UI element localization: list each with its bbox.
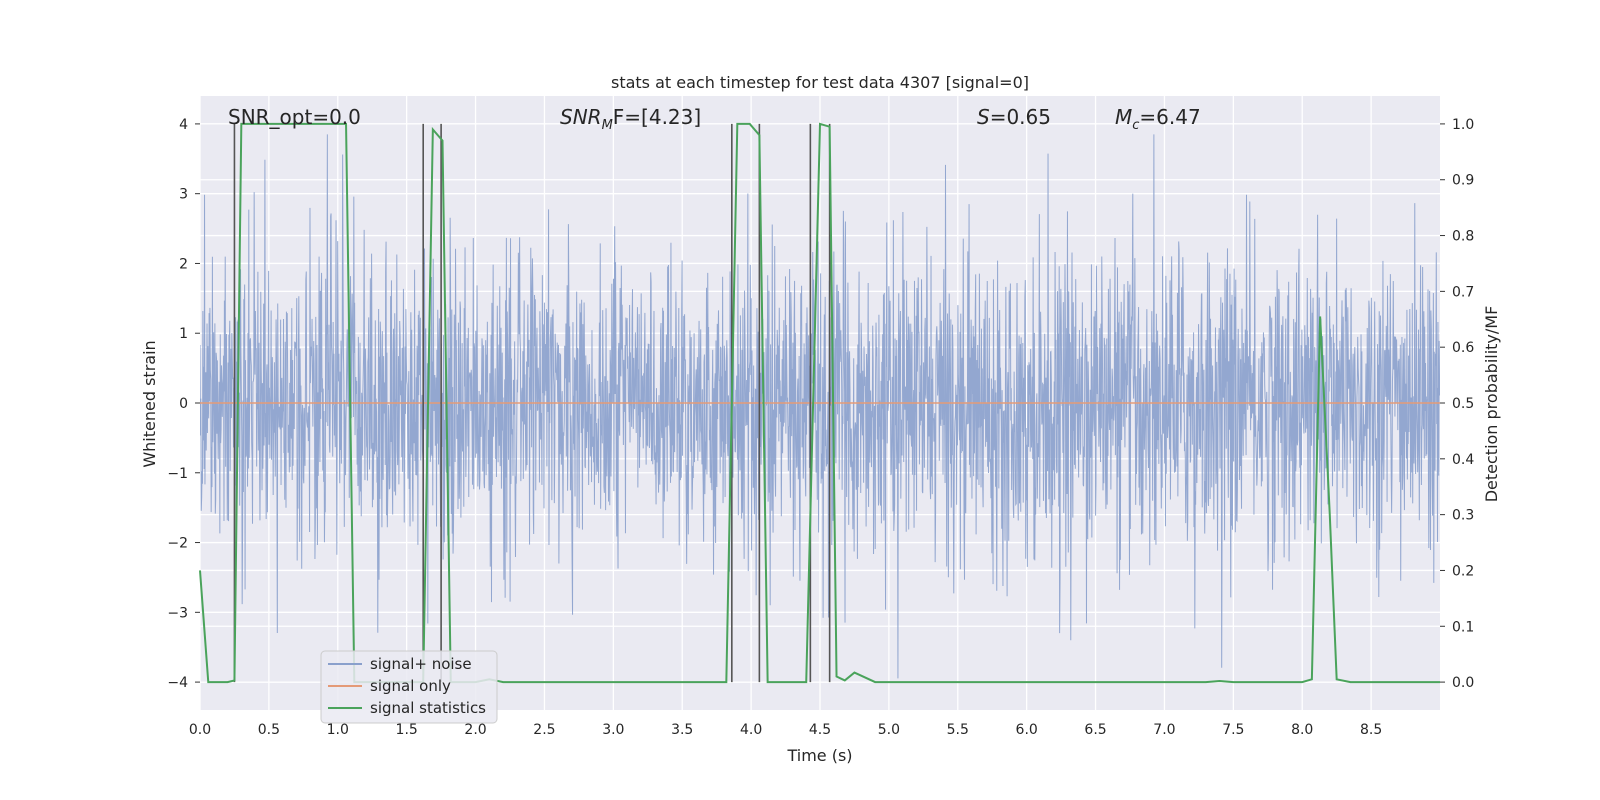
mc-var: M (1115, 105, 1132, 129)
mc-sub: c (1132, 118, 1139, 133)
y-left-tick-label: 4 (179, 117, 188, 133)
x-tick-label: 8.5 (1360, 722, 1382, 738)
x-tick-labels: 0.0 0.5 1.0 1.5 2.0 2.5 3.0 3.5 4.0 4.5 5.0 5.5 6.0 6… (189, 722, 1382, 738)
y-right-tick-label: 0.6 (1452, 340, 1474, 356)
x-tick-label: 6.5 (1084, 722, 1106, 738)
y-right-tick-label: 0.7 (1452, 284, 1474, 300)
x-tick-label: 7.5 (1222, 722, 1244, 738)
snr-mf-sub: M (602, 118, 613, 133)
y-right-tick-label: 0.4 (1452, 452, 1474, 468)
y-right-tick-label: 0.8 (1452, 229, 1474, 245)
s-annotation: S=0.65 (977, 105, 1051, 129)
y-left-tick-label: −1 (167, 466, 188, 482)
legend-box (320, 650, 498, 724)
snr-opt-annotation: SNR_opt=0.0 (228, 105, 361, 129)
legend-label-statistics: signal statistics (370, 699, 486, 717)
y-left-tick-label: 2 (179, 256, 188, 272)
x-tick-label: 0.0 (189, 722, 211, 738)
mc-annotation: Mc=6.47 (1115, 105, 1201, 133)
x-tick-label: 6.0 (1016, 722, 1038, 738)
x-tick-label: 1.0 (327, 722, 349, 738)
signal-statistics-line (199, 122, 1440, 684)
y-left-tick-label: −3 (167, 605, 188, 621)
x-tick-label: 5.5 (947, 722, 969, 738)
chart-title: stats at each timestep for test data 430… (611, 73, 1029, 92)
y-left-axis-label: Whitened strain (140, 340, 159, 467)
x-tick-label: 8.0 (1291, 722, 1313, 738)
legend-label-signal: signal only (370, 677, 451, 695)
y-right-tick-label: 0.2 (1452, 563, 1474, 579)
y-left-tick-label: −4 (167, 675, 188, 691)
snr-mf-suffix: F=[4.23] (613, 105, 701, 129)
snr-mf-prefix: SNR (560, 105, 602, 129)
y-right-tick-label: 0.1 (1452, 619, 1474, 635)
y-right-tick-label: 0.5 (1452, 396, 1474, 412)
y-right-tick-label: 0.9 (1452, 173, 1474, 189)
y-right-tick-label: 1.0 (1452, 117, 1474, 133)
y-left-tick-label: 0 (179, 396, 188, 412)
legend: signal+ noise signal only signal statist… (320, 650, 498, 724)
legend-label-noise: signal+ noise (370, 655, 472, 673)
x-tick-label: 4.0 (740, 722, 762, 738)
x-tick-label: 2.5 (533, 722, 555, 738)
x-tick-label: 4.5 (809, 722, 831, 738)
y-right-tick-labels: 1.0 0.9 0.8 0.7 0.6 0.5 0.4 0.3 0.2 0.1 0.0 (1440, 117, 1474, 691)
s-var: S (977, 105, 990, 129)
x-tick-label: 2.0 (464, 722, 486, 738)
y-right-tick-label: 0.0 (1452, 675, 1474, 691)
y-left-tick-label: −2 (167, 536, 188, 552)
y-left-tick-label: 3 (179, 187, 188, 203)
x-tick-label: 7.0 (1153, 722, 1175, 738)
x-tick-label: 1.5 (396, 722, 418, 738)
mc-value: =6.47 (1139, 105, 1200, 129)
y-right-axis-label: Detection probability/MF (1482, 306, 1501, 503)
y-left-tick-label: 1 (179, 326, 188, 342)
y-right-tick-label: 0.3 (1452, 508, 1474, 524)
y-left-tick-labels: 4 3 2 1 0 −1 −2 −3 −4 (167, 117, 200, 691)
x-axis-label: Time (s) (786, 746, 852, 765)
snr-mf-annotation: SNRMF=[4.23] (560, 105, 701, 133)
s-value: =0.65 (990, 105, 1051, 129)
x-tick-label: 0.5 (258, 722, 280, 738)
x-tick-label: 3.5 (671, 722, 693, 738)
x-tick-label: 5.0 (878, 722, 900, 738)
x-tick-label: 3.0 (602, 722, 624, 738)
